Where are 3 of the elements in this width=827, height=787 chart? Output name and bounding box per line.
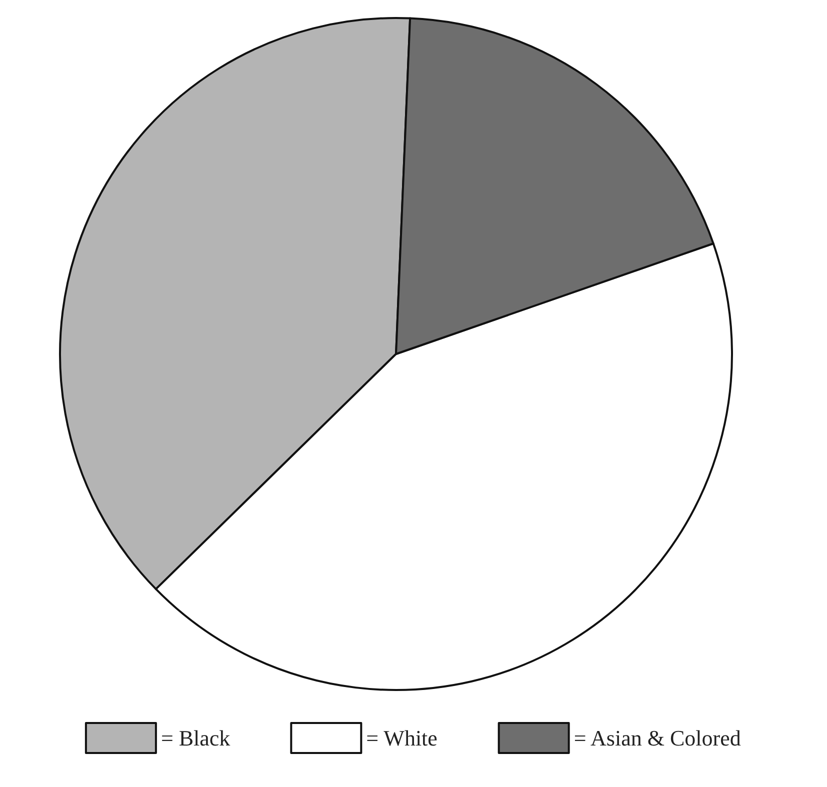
legend-label: = Black [160, 726, 230, 750]
legend-label: = Asian & Colored [574, 726, 741, 750]
legend-label: = White [366, 726, 438, 750]
